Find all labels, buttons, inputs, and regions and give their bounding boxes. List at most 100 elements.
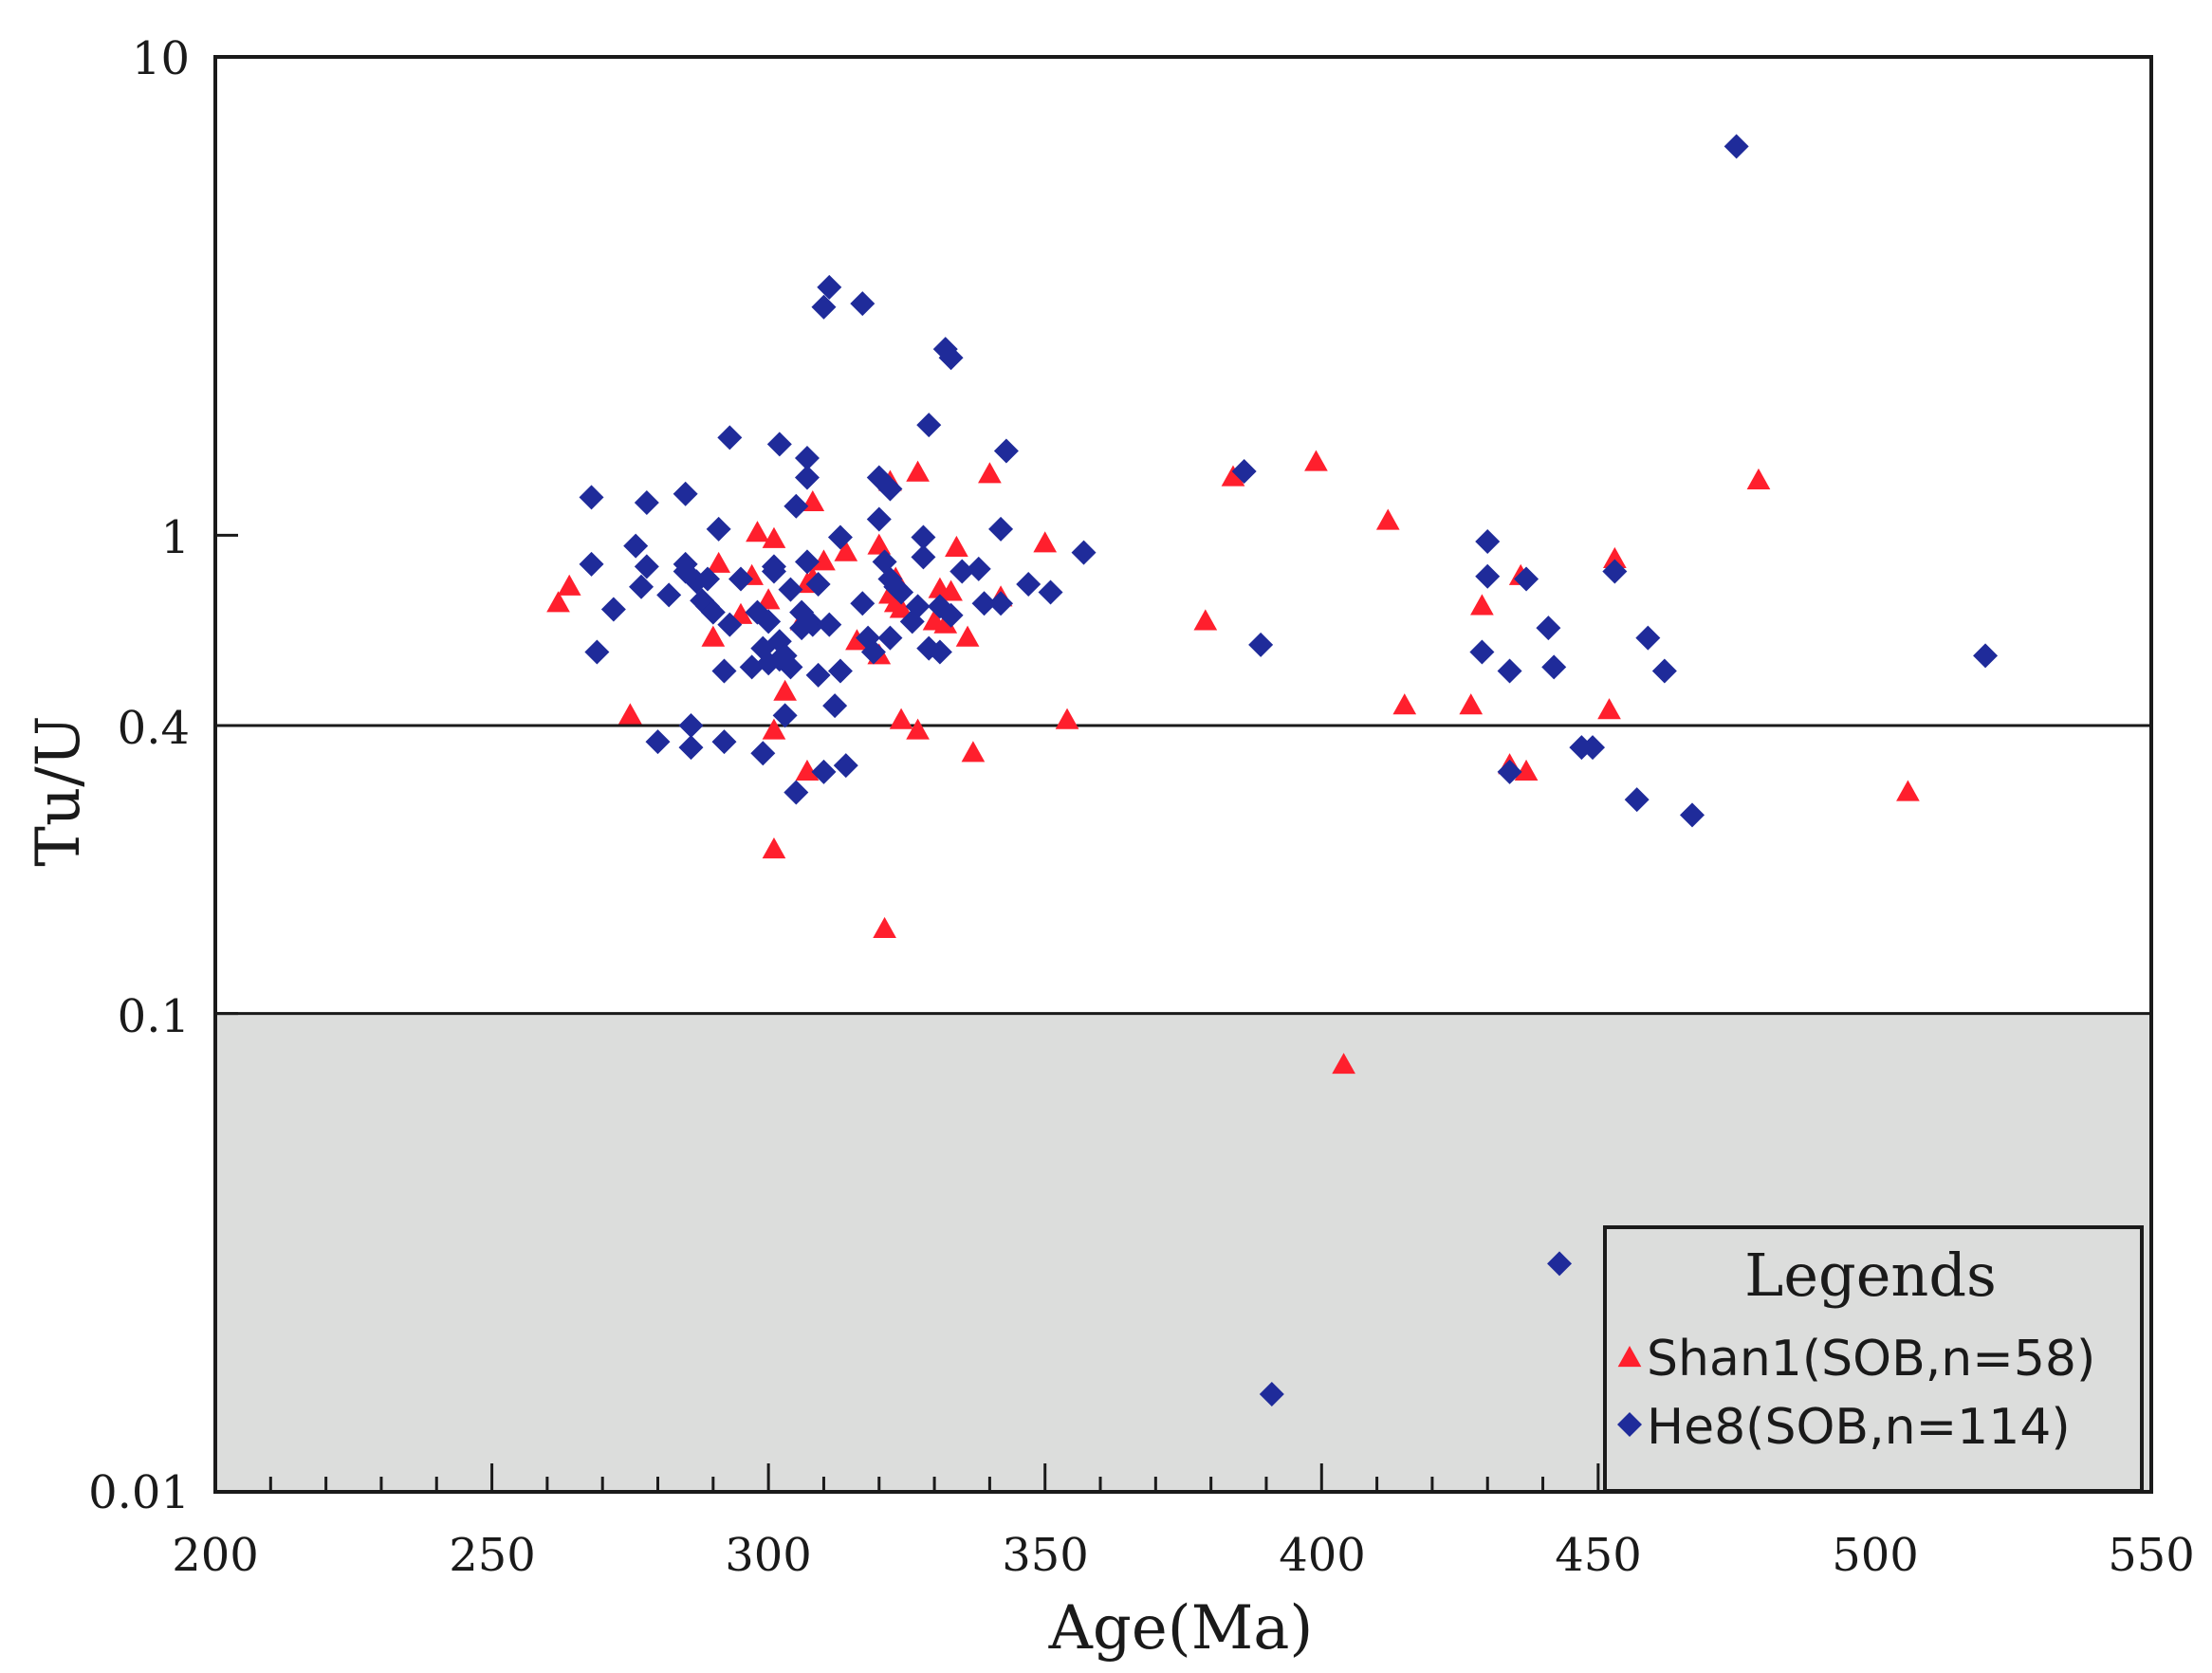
- data-points: [546, 134, 1999, 1407]
- he8-point: [1580, 735, 1606, 761]
- shan1-point: [906, 460, 930, 482]
- shan1-point: [834, 540, 858, 561]
- he8-point: [584, 639, 610, 665]
- he8-point: [794, 549, 820, 575]
- legend: Legends Shan1(SOB,n=58) He8(SOB,n=114): [1603, 1225, 2144, 1493]
- shan1-point: [1392, 693, 1417, 715]
- shan1-point: [1033, 531, 1058, 553]
- he8-point: [988, 516, 1014, 542]
- x-tick-label: 450: [1555, 1529, 1642, 1582]
- y-axis-title: Tu/U: [24, 715, 94, 866]
- shan1-point: [762, 718, 786, 740]
- he8-point: [694, 566, 720, 592]
- he8-point: [700, 599, 726, 625]
- he8-point: [988, 591, 1014, 616]
- x-tick-label: 200: [172, 1529, 259, 1582]
- he8-point: [728, 566, 753, 592]
- x-tick-label: 300: [725, 1529, 812, 1582]
- he8-point: [860, 639, 886, 665]
- shan1-point: [1304, 450, 1328, 471]
- he8-point: [805, 662, 831, 688]
- he8-point: [1259, 1382, 1284, 1407]
- he8-point: [811, 759, 837, 784]
- legend-label-shan1: Shan1(SOB,n=58): [1647, 1331, 2095, 1388]
- shan1-point: [961, 741, 986, 763]
- he8-point: [623, 533, 649, 559]
- he8-point: [1469, 639, 1495, 665]
- y-tick-labels: 10 1 0.4 0.1 0.01: [88, 32, 190, 1519]
- shan1-point: [945, 535, 968, 557]
- x-axis-title: Age(Ma): [1048, 1593, 1314, 1664]
- he8-point: [833, 753, 858, 779]
- he8-point: [949, 559, 975, 584]
- he8-point: [850, 291, 876, 317]
- he8-point: [1497, 658, 1522, 684]
- y-tick-label: 1: [160, 511, 190, 564]
- shan1-point: [1597, 698, 1621, 720]
- he8-point: [911, 524, 936, 550]
- he8-point: [966, 556, 991, 581]
- shan1-point: [618, 703, 642, 725]
- he8-point: [817, 274, 842, 300]
- shan1-point: [557, 574, 581, 596]
- shan1-point: [933, 612, 958, 634]
- he8-point: [1547, 1251, 1573, 1277]
- shan1-point: [1055, 708, 1079, 729]
- he8-point: [750, 741, 776, 766]
- he8-point: [850, 591, 876, 616]
- he8-point: [1602, 559, 1628, 584]
- shan1-point: [546, 591, 570, 613]
- he8-point: [817, 612, 842, 637]
- he8-point: [1635, 625, 1661, 651]
- shan1-point: [773, 679, 797, 701]
- he8-point: [579, 551, 604, 577]
- y-tick-label: 10: [132, 32, 190, 85]
- he8-point: [673, 481, 698, 506]
- he8-point: [938, 602, 964, 628]
- shan1-point: [873, 916, 896, 938]
- he8-point: [1016, 571, 1041, 597]
- he8-point: [678, 735, 704, 761]
- shan1-point: [1603, 546, 1627, 568]
- shan1-point: [1514, 759, 1539, 781]
- he8-point: [761, 554, 786, 579]
- he8-point: [827, 658, 853, 684]
- shan1-point: [707, 551, 731, 573]
- he8-point: [938, 345, 964, 371]
- he8-point: [1536, 616, 1561, 641]
- y-tick-label: 0.4: [118, 702, 190, 755]
- he8-point: [993, 438, 1019, 464]
- he8-point: [1651, 658, 1677, 684]
- he8-point: [711, 658, 737, 684]
- he8-point: [717, 612, 743, 637]
- he8-point: [1973, 643, 1999, 669]
- x-tick-labels: 200 250 300 350 400 450 500 550: [172, 1529, 2195, 1582]
- he8-point: [1071, 540, 1097, 565]
- he8-point: [1248, 632, 1274, 657]
- he8-point: [766, 432, 792, 457]
- he8-point: [711, 729, 737, 755]
- he8-point: [739, 654, 765, 680]
- he8-point: [866, 506, 892, 532]
- x-tick-label: 500: [1832, 1529, 1919, 1582]
- shan1-point: [701, 625, 726, 647]
- shan1-point: [1193, 609, 1218, 631]
- he8-point: [634, 554, 659, 579]
- he8-point: [579, 485, 604, 510]
- shan1-point: [812, 549, 836, 571]
- he8-point: [1679, 802, 1705, 828]
- shan1-point: [906, 718, 930, 740]
- he8-point: [1475, 563, 1501, 589]
- he8-point: [1624, 787, 1650, 813]
- he8-point: [927, 639, 952, 665]
- he8-point: [645, 729, 671, 755]
- he8-point: [877, 476, 903, 502]
- he8-point: [1475, 529, 1501, 555]
- he8-point: [706, 516, 731, 542]
- y-tick-label: 0.01: [88, 1466, 190, 1519]
- shan1-point: [955, 625, 980, 647]
- shan1-point: [1332, 1053, 1355, 1075]
- shan1-point: [889, 708, 913, 729]
- shan1-point: [939, 579, 963, 601]
- shan1-point: [762, 836, 786, 859]
